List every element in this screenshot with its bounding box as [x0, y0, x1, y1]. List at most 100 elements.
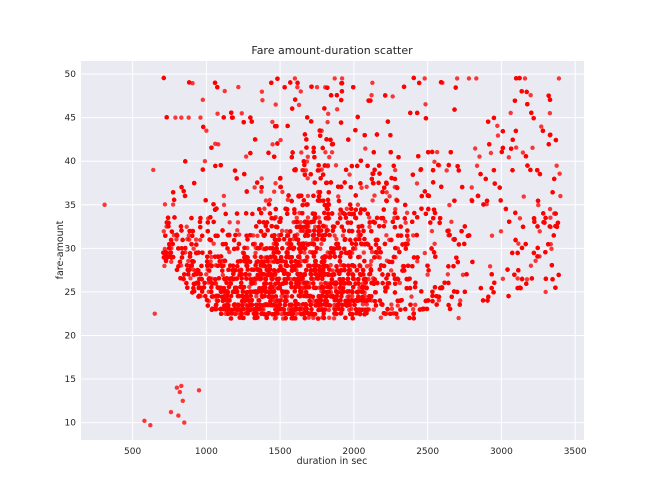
data-point: [169, 259, 174, 264]
data-point: [384, 190, 389, 195]
data-point: [316, 224, 321, 230]
data-point: [520, 150, 526, 155]
data-point: [318, 246, 323, 252]
data-point: [389, 237, 394, 243]
data-point: [259, 176, 264, 181]
data-point: [269, 259, 274, 264]
data-point: [387, 194, 392, 199]
data-point: [521, 194, 526, 199]
data-point: [270, 142, 275, 147]
data-point: [369, 93, 374, 98]
data-point: [353, 207, 359, 212]
data-point: [359, 224, 365, 229]
data-point: [332, 254, 338, 259]
data-point: [222, 88, 227, 94]
data-point: [236, 84, 241, 90]
data-point: [279, 228, 285, 234]
data-point: [328, 262, 333, 268]
data-point: [367, 224, 372, 229]
data-point: [393, 206, 398, 212]
data-point: [474, 163, 480, 168]
data-point: [556, 272, 561, 278]
data-point: [220, 272, 226, 278]
data-point: [411, 233, 416, 238]
data-point: [262, 206, 267, 211]
data-point: [487, 264, 493, 269]
data-point: [186, 233, 192, 238]
data-point: [536, 202, 541, 208]
data-point: [227, 249, 232, 255]
data-point: [513, 76, 519, 81]
data-point: [206, 280, 211, 285]
data-point: [261, 307, 266, 312]
data-point: [253, 250, 258, 255]
data-point: [170, 241, 175, 247]
data-point: [395, 303, 400, 308]
data-point: [327, 315, 332, 320]
data-point: [247, 284, 252, 290]
data-point: [221, 202, 227, 208]
data-point: [226, 284, 232, 290]
data-point: [334, 293, 339, 299]
data-point: [349, 206, 354, 212]
data-point: [325, 119, 330, 125]
data-point: [489, 233, 495, 238]
data-point: [185, 236, 190, 242]
data-point: [484, 202, 489, 207]
data-point: [177, 259, 183, 265]
data-point: [263, 277, 269, 282]
data-point: [358, 158, 364, 163]
data-point: [355, 202, 361, 207]
data-point: [424, 306, 430, 312]
data-point: [347, 172, 352, 177]
data-point: [545, 242, 551, 247]
data-point: [338, 262, 344, 268]
data-point: [327, 154, 332, 160]
data-point: [302, 315, 307, 321]
data-point: [162, 246, 168, 252]
data-point: [408, 302, 413, 307]
data-point: [357, 237, 362, 242]
data-point: [405, 237, 411, 243]
data-point: [397, 280, 402, 286]
data-point: [384, 233, 389, 238]
data-point: [359, 185, 364, 190]
data-point: [419, 206, 424, 211]
data-point: [249, 119, 254, 124]
data-point: [333, 285, 338, 290]
data-point: [191, 246, 196, 251]
data-point: [200, 97, 206, 103]
data-point: [371, 150, 376, 155]
data-point: [221, 115, 226, 120]
data-point: [235, 220, 241, 225]
data-point: [323, 150, 328, 155]
data-point: [395, 315, 400, 320]
data-point: [458, 298, 463, 303]
data-point: [161, 229, 166, 234]
data-point: [423, 102, 428, 107]
data-point: [442, 280, 447, 285]
data-point: [411, 316, 416, 321]
data-point: [403, 246, 409, 251]
data-point: [250, 211, 255, 217]
data-point: [337, 211, 342, 217]
data-point: [267, 197, 273, 203]
data-point: [444, 168, 449, 173]
data-points: [102, 75, 563, 428]
data-point: [388, 311, 393, 317]
data-point: [318, 302, 324, 307]
data-point: [247, 272, 252, 277]
data-point: [449, 219, 454, 225]
data-point: [531, 115, 536, 121]
data-point: [279, 293, 284, 299]
data-point: [312, 228, 317, 233]
data-point: [362, 236, 367, 242]
data-point: [215, 111, 220, 116]
data-point: [495, 133, 501, 138]
data-point: [477, 154, 482, 159]
data-point: [305, 255, 310, 260]
data-point: [377, 255, 382, 260]
data-point: [174, 237, 179, 242]
data-point: [382, 219, 388, 224]
data-point: [263, 223, 269, 229]
